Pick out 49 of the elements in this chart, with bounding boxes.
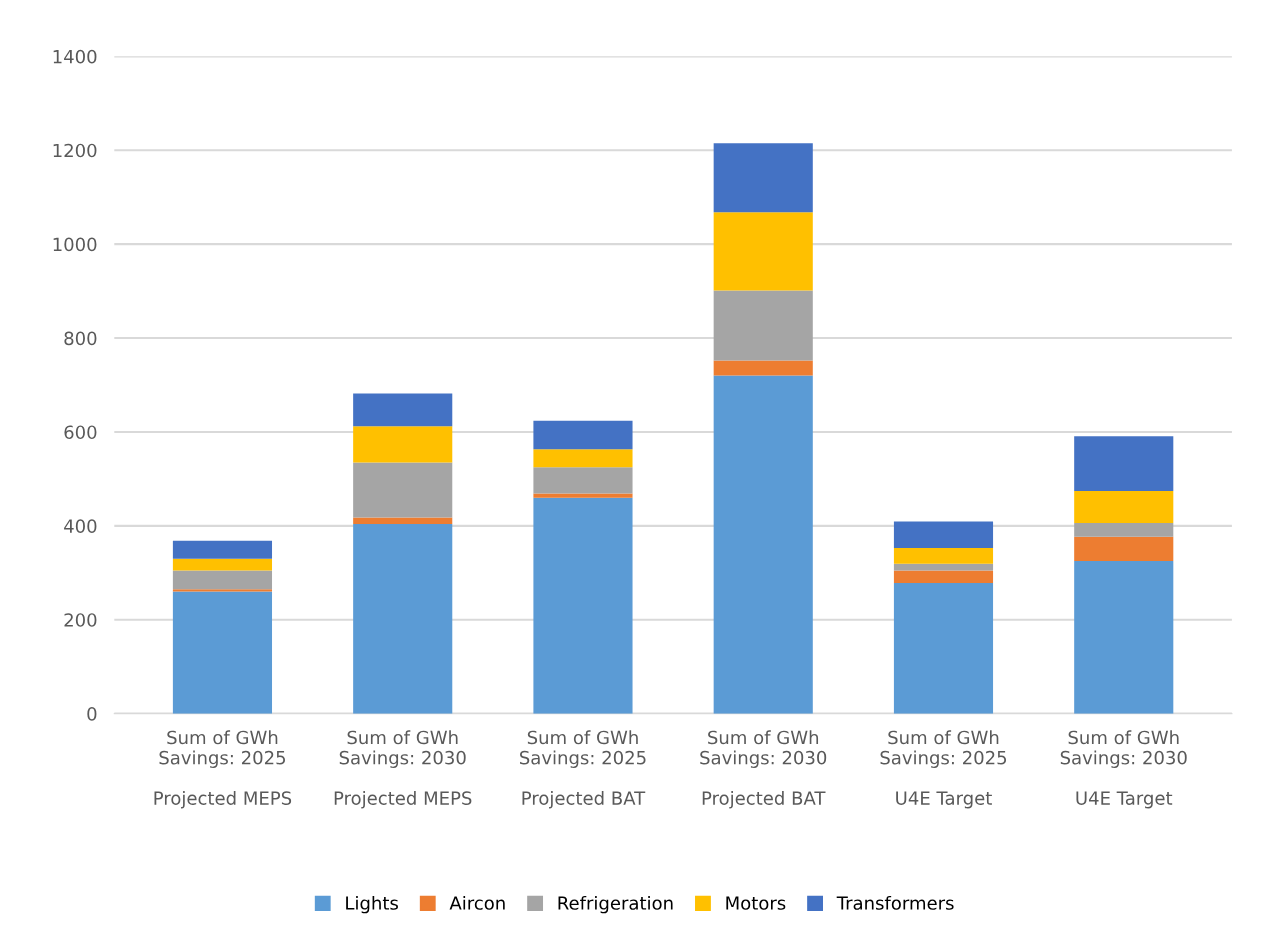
bar: [1074, 436, 1174, 492]
bar: [172, 570, 273, 590]
y-tick-label: 1200: [53, 143, 97, 158]
bar: [713, 360, 813, 376]
category-label: Sum of GWh Savings: 2030 Projected BAT: [700, 730, 827, 809]
category-label: Sum of GWh Savings: 2025 Projected MEPS: [154, 730, 292, 809]
bar: [893, 521, 994, 548]
bar: [893, 563, 994, 571]
bar: [353, 426, 453, 463]
bar: [893, 583, 994, 714]
bar: [533, 420, 633, 450]
bar: [713, 143, 813, 213]
legend-label: Refrigeration: [558, 895, 673, 914]
y-tick-label: 600: [64, 425, 97, 440]
bar: [353, 517, 453, 524]
bar: [713, 290, 813, 361]
bar: [172, 558, 273, 571]
bar: [1074, 491, 1174, 524]
bar: [713, 212, 813, 291]
legend-label: Motors: [726, 896, 786, 910]
legend-label: Lights: [346, 895, 398, 914]
legend-label: Aircon: [449, 895, 505, 910]
bar: [533, 497, 633, 714]
bar: [893, 547, 994, 564]
y-tick-label: 1000: [53, 237, 97, 252]
y-tick-label: 400: [64, 519, 97, 533]
y-tick-label: 1400: [53, 49, 97, 64]
bar: [1074, 523, 1174, 537]
bar: [172, 540, 273, 559]
bar: [353, 393, 453, 427]
category-label: Sum of GWh Savings: 2025 U4E Target: [880, 730, 1007, 809]
bar: [353, 523, 453, 714]
bar: [1074, 536, 1174, 562]
bar: [533, 467, 633, 494]
bar: [353, 462, 453, 518]
y-tick-label: 0: [87, 707, 97, 721]
bar: [713, 375, 813, 714]
bar: [172, 589, 273, 592]
y-tick-label: 200: [64, 613, 97, 627]
category-label: Sum of GWh Savings: 2030 U4E Target: [1060, 730, 1187, 809]
bar: [172, 591, 273, 714]
category-label: Sum of GWh Savings: 2025 Projected BAT: [520, 730, 646, 809]
category-label: Sum of GWh Savings: 2030 Projected MEPS: [334, 730, 472, 809]
bar: [533, 449, 633, 468]
bar: [893, 570, 994, 584]
bar: [1074, 561, 1174, 714]
bar: [533, 493, 633, 498]
legend-label: Transformers: [836, 895, 954, 910]
y-tick-label: 800: [64, 331, 97, 346]
